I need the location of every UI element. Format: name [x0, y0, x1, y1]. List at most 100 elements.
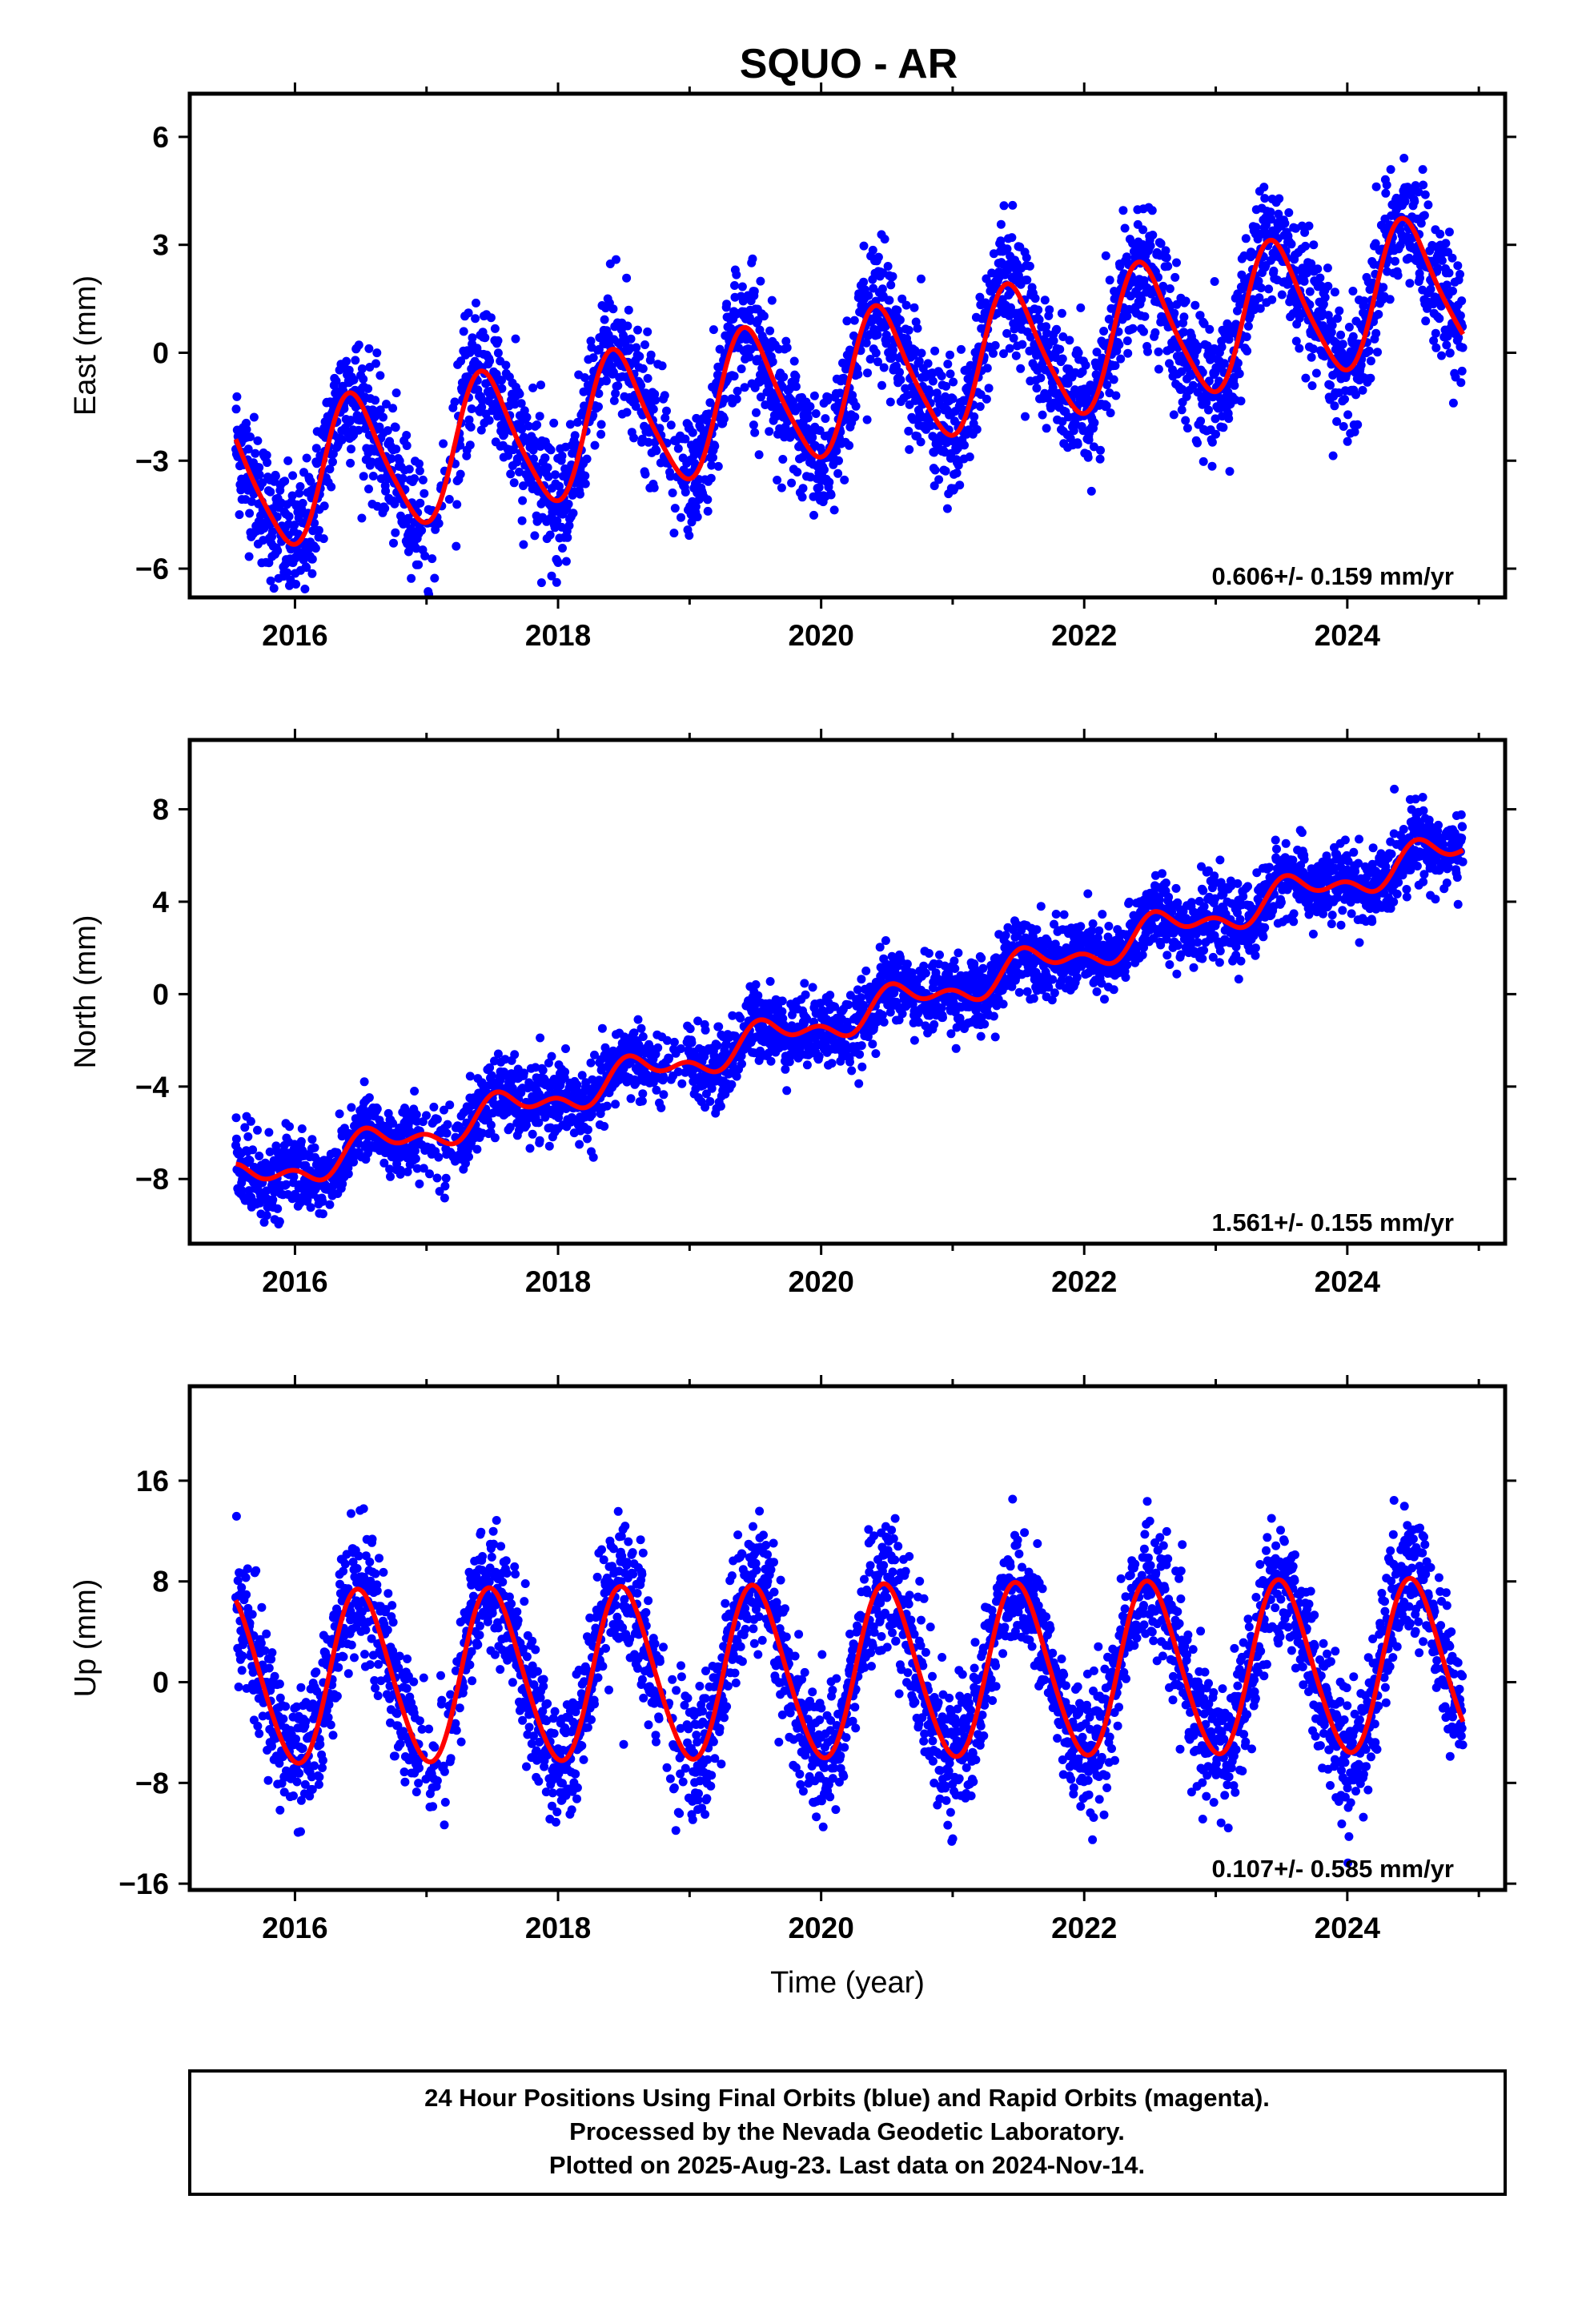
data-point — [1036, 373, 1046, 383]
data-point — [547, 571, 556, 581]
data-point — [587, 1110, 596, 1120]
data-point — [582, 454, 592, 464]
data-point — [467, 404, 476, 413]
data-point — [1154, 364, 1163, 374]
data-point — [528, 383, 538, 392]
data-point — [1269, 266, 1279, 275]
data-point — [328, 457, 337, 467]
data-point — [1235, 369, 1244, 379]
data-point — [553, 558, 563, 567]
data-point — [306, 476, 315, 486]
data-point — [661, 413, 670, 423]
data-point — [596, 429, 606, 439]
data-point — [632, 343, 641, 352]
data-point — [656, 1103, 666, 1112]
data-point — [1083, 452, 1093, 462]
data-point — [1158, 281, 1168, 291]
data-point — [555, 481, 564, 491]
data-point — [296, 1136, 306, 1146]
data-point — [1210, 277, 1219, 286]
data-point — [1359, 296, 1369, 306]
data-point — [893, 305, 902, 315]
data-point — [528, 445, 538, 455]
data-point — [782, 1086, 792, 1096]
data-point — [342, 356, 351, 366]
data-point — [298, 498, 307, 508]
data-point — [782, 343, 792, 352]
data-point — [596, 420, 606, 429]
data-point — [602, 1101, 612, 1111]
data-point — [359, 1077, 369, 1087]
data-point — [1458, 343, 1468, 352]
data-point — [396, 1165, 405, 1175]
data-point — [465, 1072, 475, 1081]
data-point — [285, 1122, 294, 1132]
data-point — [975, 402, 985, 412]
data-point — [1172, 258, 1181, 267]
data-point — [629, 1028, 639, 1038]
data-point — [849, 316, 859, 325]
data-point — [768, 357, 777, 367]
data-point — [1358, 385, 1367, 395]
data-point — [1181, 416, 1191, 425]
data-point — [1431, 328, 1440, 338]
data-point — [1333, 314, 1342, 324]
data-point — [659, 1090, 669, 1100]
data-point — [611, 1100, 620, 1109]
data-point — [1106, 408, 1115, 418]
data-point — [410, 1087, 420, 1096]
data-point — [1435, 314, 1444, 324]
data-point — [465, 440, 475, 450]
data-point — [410, 474, 420, 484]
data-point — [534, 1118, 544, 1128]
data-point — [1391, 256, 1399, 266]
data-point — [590, 1050, 599, 1059]
data-point — [803, 413, 813, 423]
data-point — [564, 500, 573, 509]
data-point — [633, 325, 642, 335]
data-point — [1379, 283, 1388, 292]
data-point — [916, 437, 926, 447]
data-point — [391, 528, 400, 537]
data-point — [1319, 300, 1328, 309]
data-point — [1299, 276, 1309, 286]
data-point — [740, 383, 749, 392]
data-point — [588, 353, 598, 363]
data-point — [1096, 445, 1105, 455]
data-point — [441, 1173, 451, 1183]
data-point — [930, 481, 939, 491]
data-point — [749, 287, 759, 296]
x-tick-label: 2018 — [525, 619, 591, 652]
data-point — [245, 509, 255, 518]
data-point — [811, 409, 821, 418]
data-point — [490, 1056, 499, 1066]
data-point — [290, 521, 299, 530]
data-points — [231, 154, 1468, 597]
data-point — [416, 498, 425, 508]
data-point — [705, 1096, 715, 1106]
data-point — [1138, 225, 1148, 235]
data-point — [643, 327, 652, 336]
data-point — [926, 421, 936, 430]
data-point — [736, 1013, 745, 1023]
data-point — [651, 396, 661, 405]
data-point — [1320, 292, 1330, 302]
data-point — [335, 1109, 344, 1119]
data-point — [613, 381, 623, 391]
data-point — [1022, 253, 1031, 263]
data-point — [456, 440, 465, 450]
data-point — [793, 468, 802, 476]
data-point — [713, 461, 723, 471]
data-point — [1420, 190, 1430, 199]
data-point — [1089, 442, 1098, 452]
data-point — [668, 489, 677, 497]
data-point — [398, 474, 408, 483]
data-point — [928, 376, 938, 386]
data-point — [691, 502, 701, 512]
data-point — [1444, 268, 1454, 278]
data-point — [1442, 340, 1452, 350]
data-point — [1058, 416, 1067, 426]
data-point — [510, 1050, 520, 1059]
data-point — [1150, 328, 1160, 337]
data-point — [1323, 281, 1333, 291]
